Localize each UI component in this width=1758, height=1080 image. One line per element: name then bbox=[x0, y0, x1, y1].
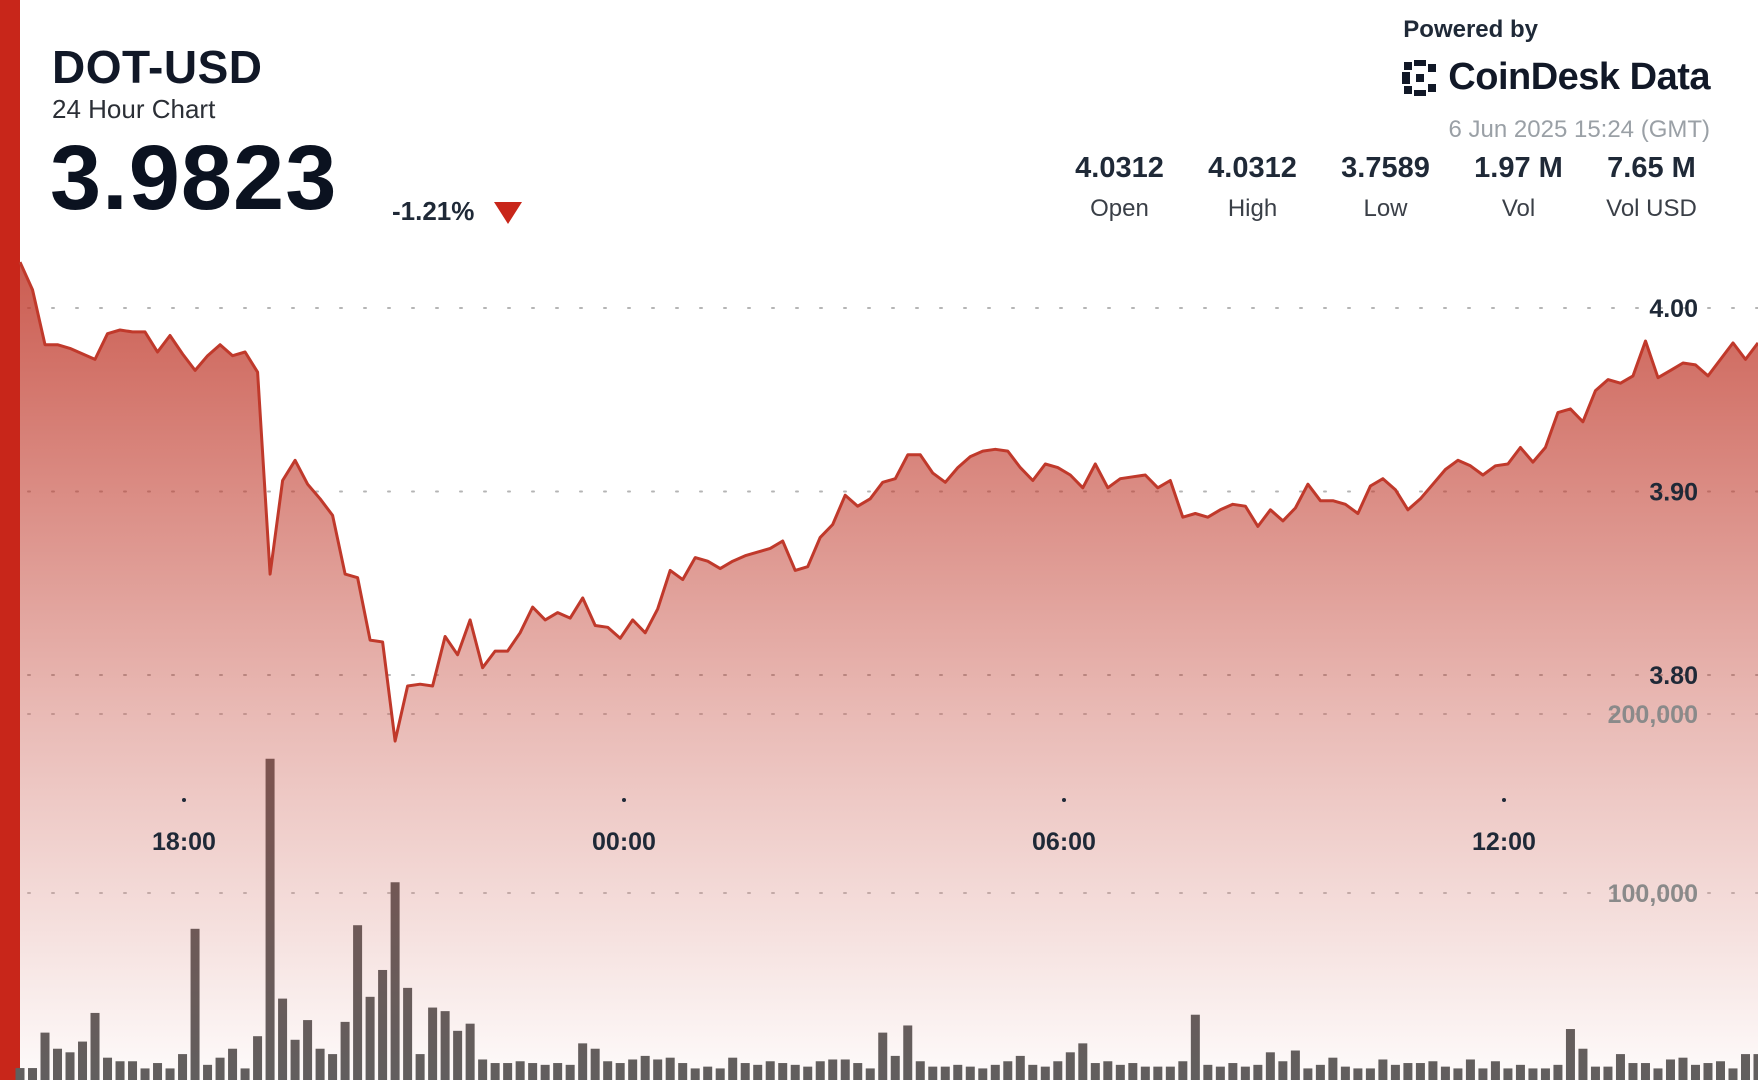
brand-name: CoinDesk Data bbox=[1448, 56, 1710, 98]
stat-label: High bbox=[1227, 195, 1278, 222]
stat-vol-usd: 7.65 M Vol USD bbox=[1585, 152, 1718, 223]
x-tick-label: 12:00 bbox=[1472, 828, 1536, 856]
stat-label: Vol bbox=[1501, 195, 1536, 222]
current-price: 3.9823 bbox=[50, 127, 338, 229]
stat-label: Vol USD bbox=[1606, 195, 1697, 222]
x-tick-label: 00:00 bbox=[592, 828, 656, 856]
stat-low: 3.7589 Low bbox=[1319, 152, 1452, 223]
brand-logo: CoinDesk Data bbox=[1400, 56, 1710, 99]
volume-tick-label: 100,000 bbox=[1608, 880, 1698, 908]
down-arrow-icon bbox=[494, 202, 522, 224]
price-change: -1.21% bbox=[392, 196, 475, 226]
x-tick-mark bbox=[1502, 798, 1506, 802]
stat-value: 4.0312 bbox=[1208, 152, 1297, 184]
stats-panel: 4.0312 Open 4.0312 High 3.7589 Low 1.97 … bbox=[1053, 152, 1718, 223]
volume-tick-label: 200,000 bbox=[1608, 701, 1698, 729]
x-tick-mark bbox=[182, 798, 186, 802]
price-line bbox=[18, 261, 1758, 743]
price-tick-label: 3.80 bbox=[1649, 662, 1698, 690]
stat-value: 7.65 M bbox=[1607, 152, 1696, 184]
stat-open: 4.0312 Open bbox=[1053, 152, 1186, 223]
x-tick-label: 06:00 bbox=[1032, 828, 1096, 856]
stat-label: Open bbox=[1090, 195, 1149, 222]
x-tick-mark bbox=[622, 798, 626, 802]
coindesk-logo-icon bbox=[1402, 59, 1437, 96]
stat-value: 4.0312 bbox=[1075, 152, 1164, 184]
stat-value: 3.7589 bbox=[1341, 152, 1430, 184]
accent-bar bbox=[0, 0, 20, 1080]
price-tick-label: 4.00 bbox=[1649, 295, 1698, 323]
stat-high: 4.0312 High bbox=[1186, 152, 1319, 223]
timestamp: 6 Jun 2025 15:24 (GMT) bbox=[1448, 116, 1710, 143]
x-tick-mark bbox=[1062, 798, 1066, 802]
x-tick-label: 18:00 bbox=[152, 828, 216, 856]
symbol-title: DOT-USD bbox=[52, 41, 263, 93]
price-area-fill bbox=[20, 262, 1758, 1080]
chart-subtitle: 24 Hour Chart bbox=[52, 94, 216, 124]
stat-value: 1.97 M bbox=[1474, 152, 1563, 184]
price-area bbox=[18, 261, 1758, 1080]
axis-labels: 3.80 3.90 4.00 100,000 200,000 18:00 00:00 06:0… bbox=[152, 295, 1698, 908]
stat-vol: 1.97 M Vol bbox=[1452, 152, 1585, 223]
price-tick-label: 3.90 bbox=[1649, 479, 1698, 507]
stat-label: Low bbox=[1363, 195, 1408, 222]
powered-by-label: Powered by bbox=[1403, 16, 1538, 43]
